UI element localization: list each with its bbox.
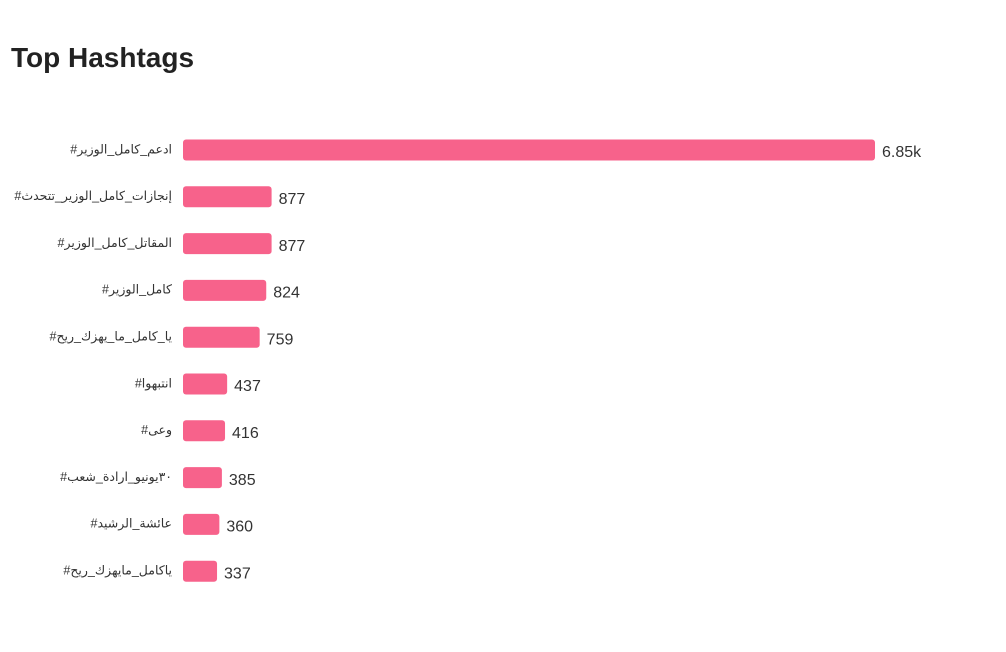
bar: [183, 420, 226, 442]
chart-title: Top Hashtags: [11, 42, 194, 73]
bar: [183, 233, 272, 255]
value-label: 877: [279, 238, 306, 255]
bar: [183, 186, 272, 208]
value-label: 416: [232, 425, 259, 442]
value-label: 877: [279, 191, 306, 208]
category-label: #ياكامل_مايهزك_ريح: [63, 563, 172, 578]
bar: [183, 139, 875, 161]
category-label: #٣٠يونيو_ارادة_شعب: [60, 470, 172, 485]
category-label: #المقاتل_كامل_الوزير: [57, 236, 172, 251]
bar: [183, 373, 228, 395]
category-label: #يا_كامل_ما_يهزك_ريح: [50, 329, 173, 344]
value-label: 337: [224, 565, 251, 582]
category-label: #انتبهوا: [135, 376, 172, 391]
category-label: #إنجازات_كامل_الوزير_تتحدث: [14, 189, 172, 204]
bar: [183, 326, 260, 348]
bar: [183, 467, 222, 489]
bar: [183, 560, 218, 582]
value-label: 437: [234, 378, 261, 395]
value-label: 6.85k: [882, 144, 922, 161]
value-label: 759: [267, 331, 294, 348]
category-label: #كامل_الوزير: [102, 283, 172, 298]
value-label: 824: [273, 285, 300, 302]
category-label: #ادعم_كامل_الوزير: [70, 142, 172, 157]
value-label: 360: [226, 519, 253, 536]
value-label: 385: [229, 472, 256, 489]
category-label: #وعى: [141, 423, 172, 438]
bar: [183, 279, 267, 301]
bar: [183, 513, 220, 535]
category-label: #عائشة_الرشيد: [91, 517, 173, 532]
